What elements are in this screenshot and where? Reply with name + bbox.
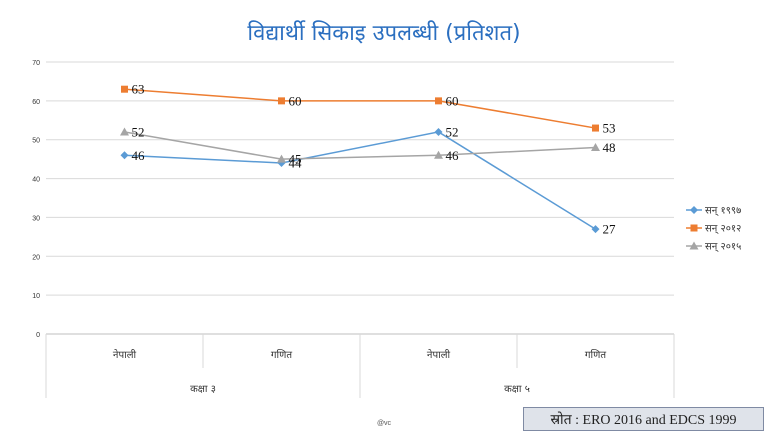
data-label: 52 [132, 124, 145, 139]
data-label: 46 [132, 148, 146, 163]
legend-marker [689, 241, 699, 250]
source-text: स्रोत : ERO 2016 and EDCS 1999 [550, 412, 737, 428]
legend-label: सन् २०१२ [705, 224, 741, 235]
data-point [120, 151, 129, 160]
data-label: 27 [603, 222, 617, 237]
y-tick-label: 40 [32, 177, 40, 184]
series-line [124, 131, 596, 160]
y-tick-label: 70 [32, 60, 40, 67]
y-tick-label: 30 [32, 215, 40, 222]
data-point [591, 142, 600, 151]
y-axis-ticks: 0 10 20 30 40 50 60 70 [32, 60, 40, 339]
legend-item: सन् १९९७ [686, 206, 741, 217]
chart-title: विद्यार्थी सिकाइ उपलब्धी (प्रतिशत) [247, 20, 520, 46]
gridlines [46, 61, 674, 335]
legend-item: सन् २०१५ [686, 241, 741, 253]
data-point [120, 127, 129, 136]
data-label: 60 [446, 93, 459, 108]
legend-marker [690, 206, 698, 214]
legend-label: सन् १९९७ [705, 206, 741, 217]
data-point [277, 154, 286, 163]
data-label: 63 [132, 82, 145, 97]
y-tick-label: 50 [32, 138, 40, 145]
series-group: 52 45 46 48 [120, 124, 616, 167]
y-tick-label: 0 [36, 332, 40, 339]
y-tick-label: 10 [32, 293, 40, 300]
data-label: 48 [603, 140, 616, 155]
series-group: 63 60 60 53 [121, 82, 616, 136]
source-box: स्रोत : ERO 2016 and EDCS 1999 [523, 407, 764, 431]
data-point [278, 97, 285, 105]
data-point [121, 85, 128, 93]
x-axis: नेपाली गणित नेपाली गणित कक्षा ३ कक्षा ५ [45, 334, 675, 398]
x-group-label: कक्षा ५ [504, 384, 530, 395]
data-label: 60 [289, 93, 302, 108]
data-point [591, 225, 600, 234]
y-tick-label: 60 [32, 99, 40, 106]
data-label: 46 [446, 148, 460, 163]
data-point [592, 124, 599, 132]
legend-marker [690, 224, 698, 232]
data-label: 45 [289, 152, 302, 167]
data-point [434, 127, 443, 136]
legend-item: सन् २०१२ [686, 224, 741, 235]
y-tick-label: 20 [32, 254, 40, 261]
x-category-label: गणित [271, 349, 292, 361]
legend: सन् १९९७ सन् २०१२ सन् २०१५ [686, 206, 741, 253]
x-group-label: कक्षा ३ [190, 384, 216, 395]
credit-text: @vc [377, 420, 392, 427]
data-point [434, 150, 443, 159]
series-line [124, 131, 596, 230]
legend-label: सन् २०१५ [705, 242, 741, 253]
x-category-label: नेपाली [427, 349, 451, 361]
x-category-label: गणित [585, 349, 606, 361]
data-point [435, 97, 442, 105]
data-label: 53 [603, 121, 616, 136]
series-line [124, 88, 596, 129]
data-label: 52 [446, 124, 459, 139]
x-category-label: नेपाली [113, 349, 137, 361]
